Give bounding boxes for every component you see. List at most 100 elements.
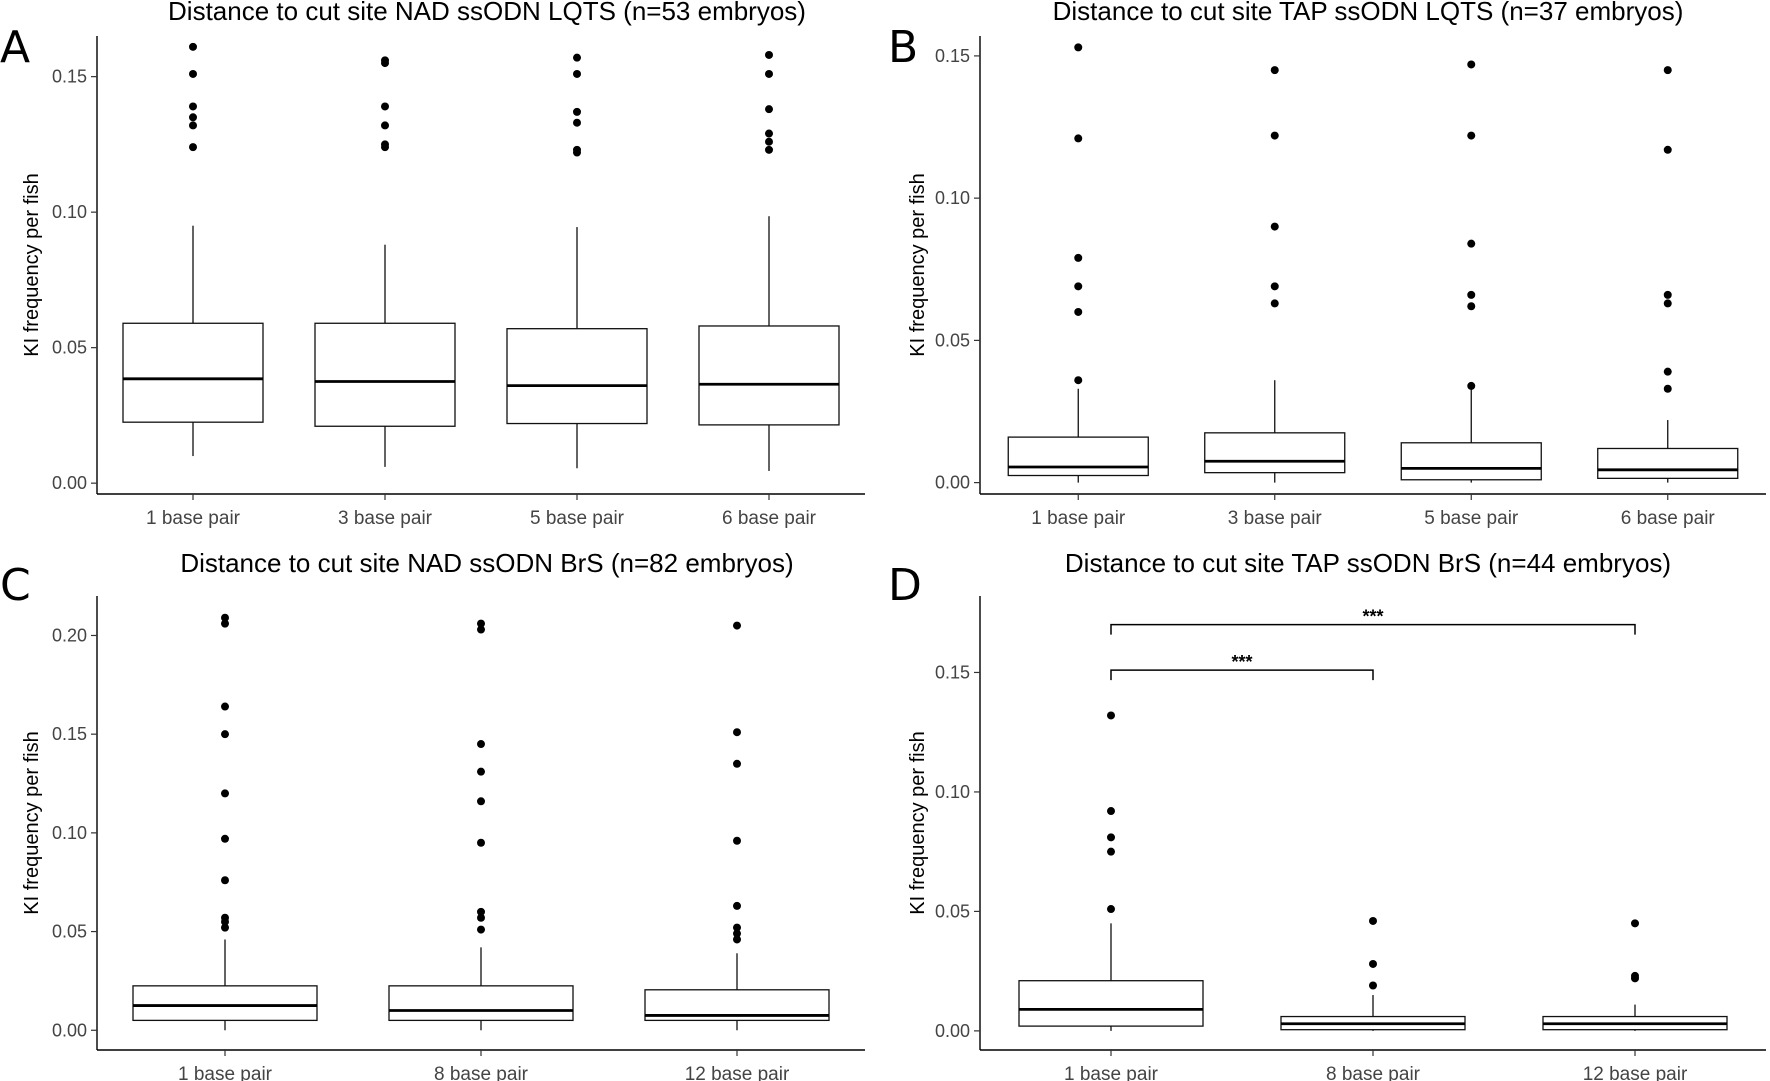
box-group-8-base-pair: [1280, 916, 1466, 1031]
outlier-point: [1467, 239, 1476, 248]
y-tick-label: 0.05: [935, 901, 970, 921]
y-tick-label: 0.15: [935, 46, 970, 66]
outlier-point: [381, 102, 389, 111]
outlier-point: [189, 143, 197, 152]
x-tick-label: 1 base pair: [146, 508, 241, 529]
outlier-point: [765, 137, 773, 146]
outlier-point: [477, 907, 485, 916]
iqr-box: [132, 985, 318, 1022]
y-tick-label: 0.00: [52, 473, 87, 493]
outlier-point: [1270, 282, 1279, 291]
outlier-point: [477, 925, 485, 934]
outlier-point: [733, 759, 741, 768]
outlier-point: [1074, 43, 1083, 52]
chart-title: Distance to cut site TAP ssODN BrS (n=44…: [1065, 548, 1671, 578]
outlier-point: [1369, 959, 1377, 968]
outlier-point: [1467, 302, 1476, 311]
box-group-3-base-pair: [1204, 66, 1346, 483]
y-tick-label: 0.00: [935, 1021, 970, 1041]
y-tick-label: 0.15: [935, 662, 970, 682]
box-group-12-base-pair: [1542, 919, 1728, 1031]
outlier-point: [221, 730, 229, 739]
outlier-point: [1663, 299, 1672, 308]
y-tick-label: 0.10: [935, 782, 970, 802]
iqr-box: [1400, 442, 1542, 481]
outlier-point: [221, 613, 229, 622]
iqr-box: [506, 328, 648, 425]
outlier-point: [1663, 384, 1672, 393]
box-group-3-base-pair: [314, 56, 456, 467]
y-axis-label: KI frequency per fish: [907, 731, 929, 914]
y-tick-label: 0.00: [935, 473, 970, 493]
x-tick-label: 3 base pair: [1228, 508, 1323, 529]
outlier-point: [1467, 131, 1476, 140]
y-tick-label: 0.00: [52, 1020, 87, 1040]
outlier-point: [221, 702, 229, 711]
chart-title: Distance to cut site NAD ssODN BrS (n=82…: [180, 548, 793, 578]
y-tick-label: 0.15: [52, 67, 87, 87]
outlier-point: [189, 121, 197, 130]
bracket-line: [1110, 623, 1636, 635]
outlier-point: [221, 834, 229, 843]
outlier-point: [1467, 60, 1476, 69]
x-tick-label: 12 base pair: [685, 1064, 790, 1081]
y-axis-label: KI frequency per fish: [907, 173, 929, 356]
outlier-point: [221, 913, 229, 922]
outlier-point: [1074, 282, 1083, 291]
panel-B: B Distance to cut site TAP ssODN LQTS (n=…: [888, 0, 1766, 529]
box-group-1-base-pair: [1018, 711, 1204, 1031]
x-tick-label: 3 base pair: [338, 508, 433, 529]
y-tick-label: 0.05: [52, 922, 87, 942]
outlier-point: [765, 50, 773, 59]
iqr-box: [1204, 432, 1346, 474]
significance-bracket: ***: [1110, 607, 1636, 635]
x-tick-label: 1 base pair: [1064, 1064, 1159, 1081]
outlier-point: [573, 118, 581, 127]
x-tick-label: 8 base pair: [1326, 1064, 1421, 1081]
outlier-point: [733, 935, 741, 944]
outlier-point: [1467, 381, 1476, 390]
outlier-point: [1631, 919, 1639, 928]
iqr-box: [1018, 980, 1204, 1027]
box-group-1-base-pair: [1007, 43, 1149, 483]
outlier-point: [221, 619, 229, 628]
outlier-point: [1663, 290, 1672, 299]
significance-bracket: ***: [1110, 652, 1374, 681]
outlier-point: [733, 901, 741, 910]
iqr-box: [1007, 436, 1149, 477]
box-group-12-base-pair: [644, 621, 830, 1031]
outlier-point: [477, 625, 485, 634]
outlier-point: [477, 619, 485, 628]
y-axis-label: KI frequency per fish: [21, 173, 43, 356]
box-group-6-base-pair: [1597, 66, 1739, 483]
outlier-point: [573, 145, 581, 154]
y-axis-label: KI frequency per fish: [21, 731, 43, 914]
significance-label: ***: [1231, 652, 1252, 672]
outlier-point: [765, 105, 773, 114]
y-tick-label: 0.10: [52, 202, 87, 222]
outlier-point: [1074, 134, 1083, 143]
outlier-point: [477, 767, 485, 776]
box-group-5-base-pair: [1400, 60, 1542, 483]
outlier-point: [1107, 807, 1115, 816]
y-tick-label: 0.05: [52, 338, 87, 358]
outlier-point: [733, 728, 741, 737]
panel-letter: D: [888, 560, 922, 611]
outlier-point: [477, 838, 485, 847]
y-tick-label: 0.20: [52, 625, 87, 645]
iqr-box: [1597, 447, 1739, 480]
box-group-6-base-pair: [698, 50, 840, 471]
outlier-point: [1663, 145, 1672, 154]
x-tick-label: 12 base pair: [1583, 1064, 1688, 1081]
outlier-point: [765, 69, 773, 78]
outlier-point: [1270, 222, 1279, 231]
outlier-point: [573, 53, 581, 62]
box-group-1-base-pair: [122, 42, 264, 457]
x-tick-label: 5 base pair: [1424, 508, 1519, 529]
outlier-point: [381, 121, 389, 130]
outlier-point: [1074, 307, 1083, 316]
outlier-point: [1270, 299, 1279, 308]
panel-letter: A: [0, 22, 30, 73]
outlier-point: [189, 113, 197, 122]
